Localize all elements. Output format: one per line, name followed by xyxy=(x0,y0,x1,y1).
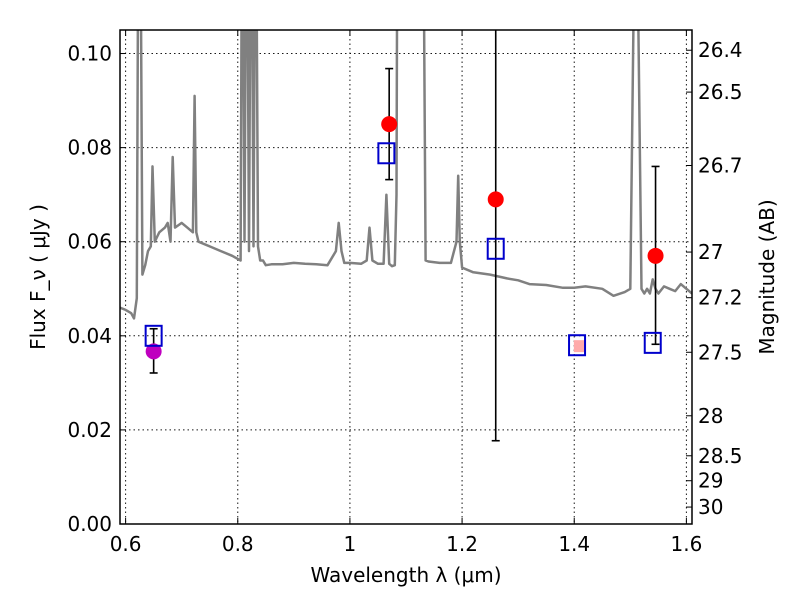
x-tick-label: 1.4 xyxy=(558,532,590,556)
right-tick-label: 27 xyxy=(698,240,723,264)
y-tick-label: 0.04 xyxy=(67,324,112,348)
plot-area xyxy=(120,30,692,442)
x-tick-label: 0.8 xyxy=(222,532,254,556)
right-tick-label: 30 xyxy=(698,495,723,519)
right-tick-label: 26.5 xyxy=(698,80,743,104)
data-point xyxy=(647,247,664,264)
right-tick-label: 28.5 xyxy=(698,444,743,468)
y-axis-title: Flux F_ν ( μJy ) xyxy=(26,204,50,350)
model-square xyxy=(568,334,587,357)
model-square xyxy=(144,324,163,347)
right-tick-label: 29 xyxy=(698,469,723,493)
data-point xyxy=(145,343,162,360)
right-tick-label: 26.4 xyxy=(698,38,743,62)
right-tick-label: 27.5 xyxy=(698,340,743,364)
right-tick-label: 28 xyxy=(698,404,723,428)
right-axis-title: Magnitude (AB) xyxy=(755,199,779,354)
model-square xyxy=(486,237,505,260)
data-point xyxy=(487,191,504,208)
y-tick-label: 0.06 xyxy=(67,230,112,254)
x-tick-label: 1 xyxy=(344,532,357,556)
y-tick-label: 0.08 xyxy=(67,136,112,160)
y-tick-label: 0.10 xyxy=(67,42,112,66)
model-spectrum-line xyxy=(120,30,692,320)
x-tick-label: 0.6 xyxy=(110,532,142,556)
y-tick-label: 0.00 xyxy=(67,512,112,536)
y-tick-label: 0.02 xyxy=(67,418,112,442)
x-axis-title: Wavelength λ (μm) xyxy=(310,563,501,587)
model-square xyxy=(643,331,662,354)
data-point-faint xyxy=(573,340,586,353)
right-tick-label: 27.2 xyxy=(698,286,743,310)
x-tick-label: 1.2 xyxy=(446,532,478,556)
model-square xyxy=(377,142,396,165)
right-tick-label: 26.7 xyxy=(698,153,743,177)
axis-ticks: 0.6 0.8 1 1.2 1.4 1.6 0.00 0.02 0.04 0.06 0.08 0.10… xyxy=(67,30,743,556)
x-tick-label: 1.6 xyxy=(670,532,702,556)
plot-frame xyxy=(119,29,693,525)
data-point xyxy=(381,116,398,133)
